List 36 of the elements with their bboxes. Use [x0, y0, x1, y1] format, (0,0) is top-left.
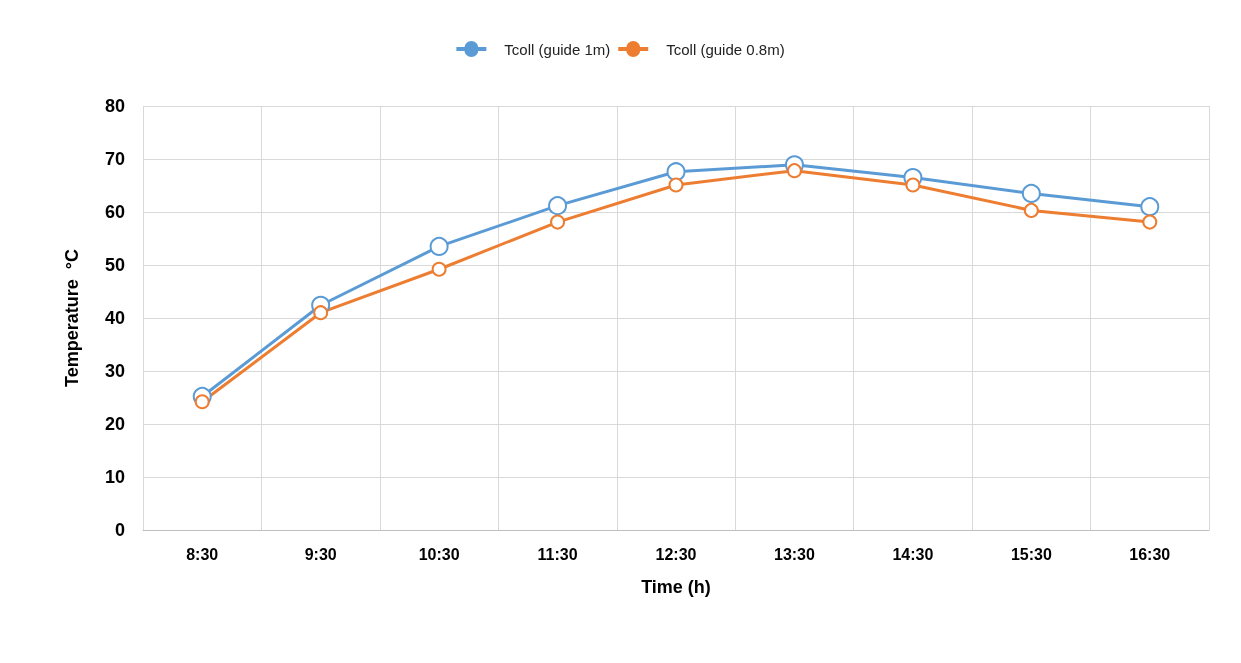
y-tick-label: 60 [104, 202, 125, 222]
point [194, 394, 210, 410]
y-tick-label: 30 [104, 361, 125, 381]
legend-label: Tcoll (guide 1m) [504, 40, 611, 58]
y-tick-label: 80 [104, 96, 125, 116]
point [1021, 183, 1041, 203]
point [1140, 197, 1160, 217]
x-tick-label: 15:30 [1010, 545, 1052, 563]
x-tick-label: 10:30 [418, 545, 460, 563]
point [548, 196, 568, 216]
y-tick-label: 70 [104, 149, 125, 169]
legend-label: Tcoll (guide 0.8m) [666, 40, 785, 58]
x-tick-label: 14:30 [892, 545, 934, 563]
point [431, 261, 447, 277]
point [550, 214, 566, 230]
y-tick-label: 50 [104, 255, 125, 275]
y-axis-title: Temperature °C [62, 249, 82, 387]
point [666, 162, 686, 182]
point [786, 163, 802, 179]
y-tick-label: 10 [104, 467, 125, 487]
x-tick-label: 9:30 [304, 545, 337, 563]
y-tick-label: 20 [104, 414, 125, 434]
x-tick-label: 11:30 [537, 545, 578, 563]
point [1142, 214, 1158, 230]
point [429, 236, 449, 256]
point [1023, 202, 1039, 218]
point [313, 305, 329, 321]
y-tick-label: 40 [104, 308, 125, 328]
x-tick-label: 16:30 [1129, 545, 1171, 563]
y-tick-label: 0 [114, 520, 125, 540]
x-tick-label: 13:30 [773, 545, 816, 563]
x-axis-title: Time (h) [641, 577, 711, 597]
point [668, 177, 684, 193]
x-tick-label: 8:30 [186, 545, 219, 563]
point [905, 177, 921, 193]
x-tick-label: 12:30 [655, 545, 697, 563]
